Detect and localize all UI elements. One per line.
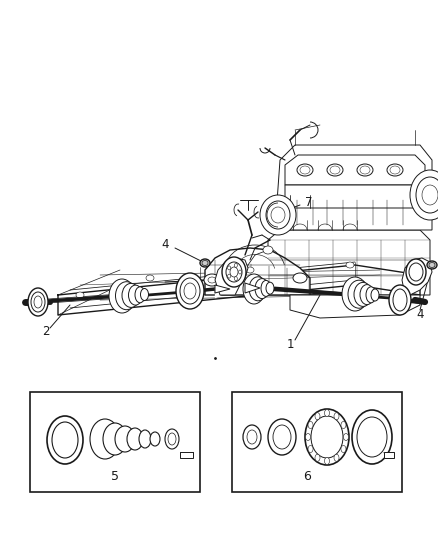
Ellipse shape: [415, 177, 438, 213]
Polygon shape: [180, 452, 193, 458]
Ellipse shape: [345, 262, 353, 268]
Ellipse shape: [305, 433, 310, 440]
Ellipse shape: [234, 277, 237, 281]
Ellipse shape: [227, 274, 230, 278]
Text: 1: 1: [286, 338, 293, 351]
Text: 6: 6: [302, 471, 310, 483]
Ellipse shape: [333, 454, 338, 461]
Ellipse shape: [343, 433, 348, 440]
Ellipse shape: [261, 280, 270, 296]
Ellipse shape: [200, 259, 209, 267]
Ellipse shape: [204, 274, 219, 286]
Ellipse shape: [324, 409, 329, 416]
Ellipse shape: [165, 429, 179, 449]
Polygon shape: [290, 295, 419, 318]
Text: 7: 7: [304, 197, 312, 209]
Ellipse shape: [47, 416, 83, 464]
Ellipse shape: [90, 419, 120, 459]
Text: 2: 2: [42, 326, 49, 338]
Polygon shape: [244, 283, 259, 293]
Ellipse shape: [227, 266, 230, 270]
Ellipse shape: [356, 417, 386, 457]
Ellipse shape: [341, 277, 367, 311]
Ellipse shape: [356, 164, 372, 176]
Ellipse shape: [340, 446, 345, 453]
Ellipse shape: [140, 288, 148, 301]
Ellipse shape: [243, 425, 261, 449]
Ellipse shape: [370, 289, 378, 301]
Ellipse shape: [76, 292, 84, 298]
Ellipse shape: [359, 285, 373, 304]
Ellipse shape: [243, 274, 265, 304]
Ellipse shape: [28, 288, 48, 316]
Text: 4: 4: [415, 309, 423, 321]
Ellipse shape: [245, 267, 254, 273]
Polygon shape: [284, 155, 424, 185]
Polygon shape: [267, 230, 429, 295]
Ellipse shape: [409, 170, 438, 220]
Ellipse shape: [326, 164, 342, 176]
Ellipse shape: [234, 263, 237, 268]
Ellipse shape: [247, 430, 256, 444]
Text: 4: 4: [161, 238, 168, 251]
Ellipse shape: [135, 287, 145, 303]
Ellipse shape: [238, 270, 241, 274]
Ellipse shape: [426, 261, 436, 269]
Ellipse shape: [314, 413, 319, 419]
Ellipse shape: [265, 282, 273, 294]
Ellipse shape: [248, 277, 266, 301]
Text: 5: 5: [111, 471, 119, 483]
Ellipse shape: [351, 410, 391, 464]
Ellipse shape: [265, 201, 290, 229]
Ellipse shape: [150, 432, 159, 446]
Ellipse shape: [128, 285, 142, 305]
Ellipse shape: [392, 289, 406, 311]
Ellipse shape: [52, 422, 78, 458]
Ellipse shape: [115, 282, 137, 310]
Ellipse shape: [103, 423, 127, 455]
Polygon shape: [215, 258, 247, 295]
Ellipse shape: [259, 195, 295, 235]
Ellipse shape: [115, 426, 135, 452]
Polygon shape: [205, 248, 309, 295]
Ellipse shape: [333, 413, 338, 419]
Ellipse shape: [307, 422, 312, 429]
Ellipse shape: [297, 164, 312, 176]
Ellipse shape: [365, 287, 375, 303]
Ellipse shape: [226, 262, 241, 282]
Ellipse shape: [324, 457, 329, 464]
Ellipse shape: [408, 263, 422, 281]
Ellipse shape: [109, 279, 135, 313]
Ellipse shape: [267, 419, 295, 455]
Polygon shape: [284, 185, 429, 208]
Ellipse shape: [127, 428, 143, 450]
Ellipse shape: [314, 454, 319, 461]
Ellipse shape: [304, 409, 348, 465]
Ellipse shape: [122, 284, 140, 308]
Ellipse shape: [139, 430, 151, 448]
Ellipse shape: [31, 292, 45, 312]
Bar: [30, 392, 200, 492]
Bar: [231, 392, 401, 492]
Polygon shape: [215, 285, 230, 293]
Ellipse shape: [272, 425, 290, 449]
Polygon shape: [383, 452, 393, 458]
Ellipse shape: [176, 273, 204, 309]
Ellipse shape: [310, 416, 342, 458]
Ellipse shape: [146, 275, 154, 281]
Ellipse shape: [222, 257, 245, 287]
Ellipse shape: [405, 259, 425, 285]
Ellipse shape: [353, 282, 371, 306]
Ellipse shape: [254, 279, 268, 298]
Ellipse shape: [307, 446, 312, 453]
Ellipse shape: [386, 164, 402, 176]
Ellipse shape: [292, 273, 306, 283]
Polygon shape: [274, 145, 431, 230]
Ellipse shape: [388, 285, 410, 315]
Polygon shape: [401, 258, 431, 295]
Ellipse shape: [340, 422, 345, 429]
Ellipse shape: [347, 280, 369, 308]
Ellipse shape: [262, 246, 272, 254]
